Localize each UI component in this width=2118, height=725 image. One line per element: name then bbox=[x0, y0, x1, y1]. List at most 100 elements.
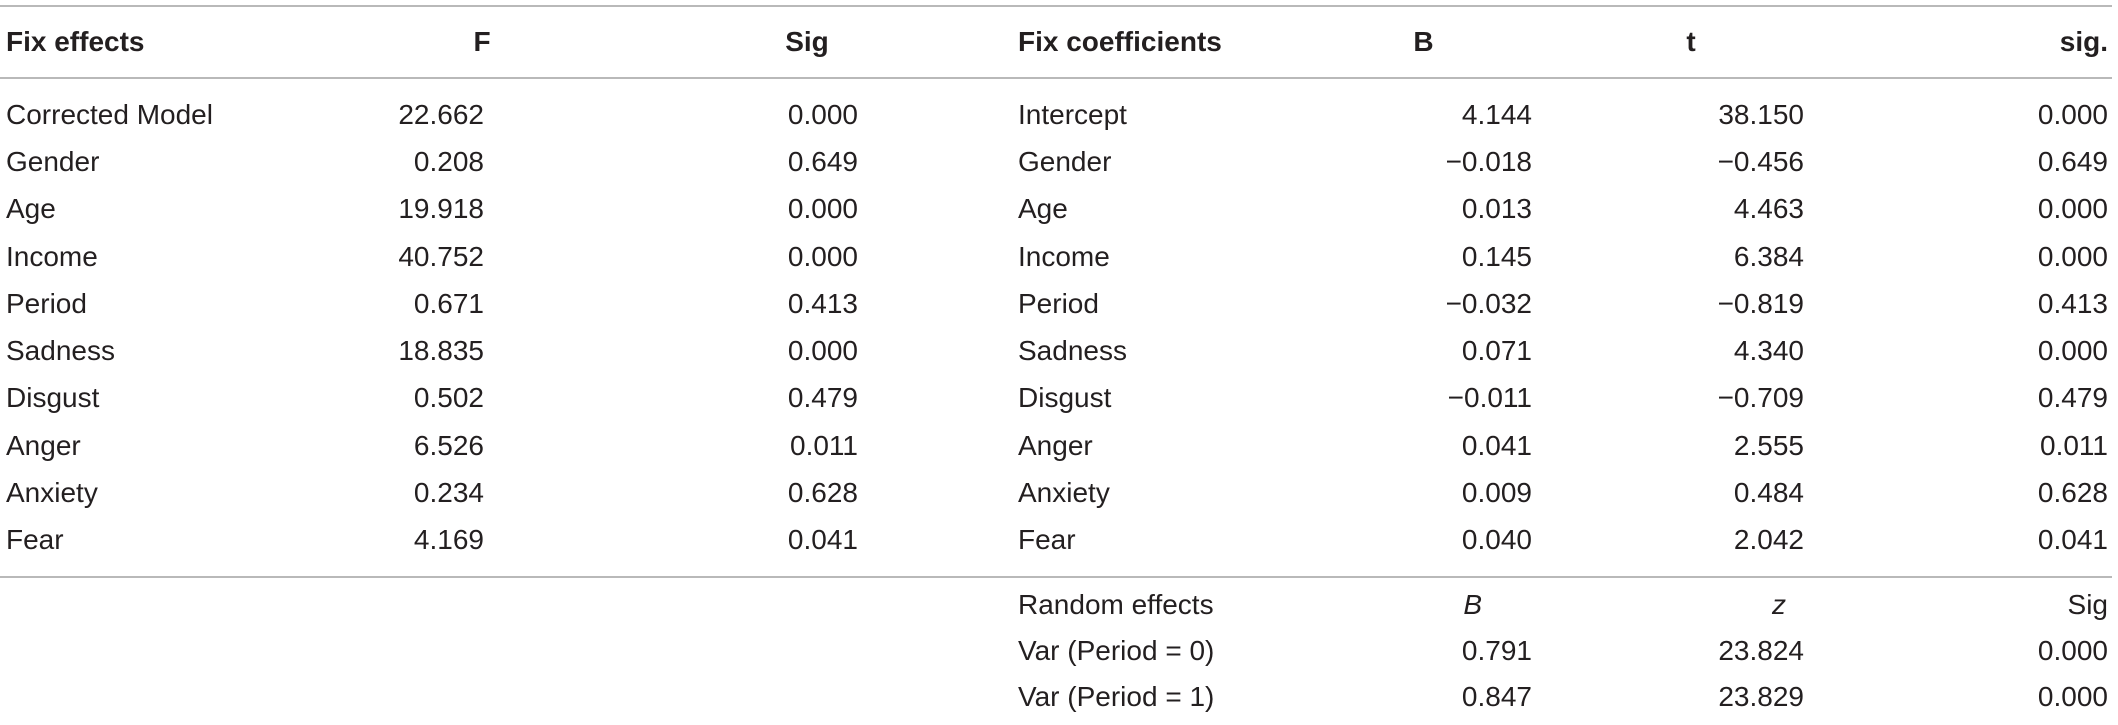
t-value: 2.042 bbox=[1733, 524, 1804, 556]
table-row: Age 19.918 0.000 Age 0.013 4.463 0.000 bbox=[0, 186, 2112, 233]
table-row: Sadness 18.835 0.000 Sadness 0.071 4.340 0.000 bbox=[0, 327, 2112, 374]
f-value: 22.662 bbox=[398, 98, 484, 130]
f-value: 18.835 bbox=[398, 335, 484, 367]
fix-effect-label: Anger bbox=[6, 429, 81, 461]
random-row-sig: 0.000 bbox=[2037, 634, 2108, 666]
random-row-z: 23.824 bbox=[1718, 634, 1804, 666]
b-value: 0.009 bbox=[1461, 477, 1532, 509]
coefficient-label: Income bbox=[1018, 240, 1110, 272]
coef-sig-value: 0.649 bbox=[2037, 145, 2108, 177]
b-value: 0.071 bbox=[1461, 335, 1532, 367]
coefficient-label: Period bbox=[1018, 287, 1099, 319]
header-fix-coefficients: Fix coefficients bbox=[1010, 5, 1305, 79]
table-row: Gender 0.208 0.649 Gender −0.018 −0.456 0.649 bbox=[0, 138, 2112, 185]
random-effects-label: Random effects bbox=[1010, 575, 1305, 628]
sig-value: 0.000 bbox=[787, 98, 858, 130]
sig-value: 0.649 bbox=[787, 145, 858, 177]
coef-sig-value: 0.413 bbox=[2037, 287, 2108, 319]
f-value: 40.752 bbox=[398, 240, 484, 272]
fix-effect-label: Period bbox=[6, 287, 87, 319]
random-row-b: 0.791 bbox=[1461, 634, 1532, 666]
coef-sig-value: 0.000 bbox=[2037, 335, 2108, 367]
random-header-b: B bbox=[1305, 575, 1532, 628]
random-row-sig: 0.000 bbox=[2037, 680, 2108, 712]
f-value: 4.169 bbox=[413, 524, 484, 556]
f-value: 6.526 bbox=[413, 429, 484, 461]
t-value: 6.384 bbox=[1733, 240, 1804, 272]
header-f: F bbox=[360, 5, 604, 79]
coefficient-label: Gender bbox=[1018, 145, 1112, 177]
coefficient-label: Sadness bbox=[1018, 335, 1127, 367]
coef-sig-value: 0.000 bbox=[2037, 193, 2108, 225]
empty-cell bbox=[604, 674, 1010, 720]
t-value: 4.463 bbox=[1733, 193, 1804, 225]
fix-effect-label: Corrected Model bbox=[6, 98, 213, 130]
f-value: 0.502 bbox=[413, 382, 484, 414]
coefficient-label: Fear bbox=[1018, 524, 1076, 556]
random-header-sig: Sig bbox=[1832, 575, 2112, 628]
coefficient-label: Anxiety bbox=[1018, 477, 1110, 509]
t-value: 4.340 bbox=[1733, 335, 1804, 367]
header-b: B bbox=[1305, 5, 1532, 79]
coef-sig-value: 0.479 bbox=[2037, 382, 2108, 414]
results-table: Fix effects F Sig Fix coefficients B t s… bbox=[0, 5, 2112, 720]
b-value: 4.144 bbox=[1461, 98, 1532, 130]
sig-value: 0.000 bbox=[787, 193, 858, 225]
fix-effect-label: Age bbox=[6, 193, 56, 225]
sig-value: 0.479 bbox=[787, 382, 858, 414]
empty-cell bbox=[0, 628, 360, 674]
b-value: −0.011 bbox=[1447, 382, 1532, 414]
fix-effect-label: Anxiety bbox=[6, 477, 98, 509]
table-row: Anxiety 0.234 0.628 Anxiety 0.009 0.484 0.628 bbox=[0, 469, 2112, 516]
random-effects-header-row: Random effects B z Sig bbox=[0, 575, 2112, 628]
random-row: Var (Period = 0) 0.791 23.824 0.000 bbox=[0, 628, 2112, 674]
f-value: 0.671 bbox=[413, 287, 484, 319]
b-value: −0.032 bbox=[1445, 287, 1532, 319]
coef-sig-value: 0.041 bbox=[2037, 524, 2108, 556]
f-value: 0.208 bbox=[413, 145, 484, 177]
t-value: −0.456 bbox=[1717, 145, 1804, 177]
coef-sig-value: 0.000 bbox=[2037, 240, 2108, 272]
random-row-b: 0.847 bbox=[1461, 680, 1532, 712]
coefficient-label: Age bbox=[1018, 193, 1068, 225]
b-value: −0.018 bbox=[1445, 145, 1532, 177]
t-value: 38.150 bbox=[1718, 98, 1804, 130]
random-row-z: 23.829 bbox=[1718, 680, 1804, 712]
header-row: Fix effects F Sig Fix coefficients B t s… bbox=[0, 5, 2112, 79]
table-row: Disgust 0.502 0.479 Disgust −0.011 −0.709 0.47… bbox=[0, 375, 2112, 422]
t-value: −0.709 bbox=[1717, 382, 1804, 414]
t-value: 2.555 bbox=[1733, 429, 1804, 461]
header-sig: Sig bbox=[604, 5, 1010, 79]
coefficient-label: Anger bbox=[1018, 429, 1093, 461]
table-row: Fear 4.169 0.041 Fear 0.040 2.042 0.041 bbox=[0, 517, 2112, 577]
b-value: 0.041 bbox=[1461, 429, 1532, 461]
b-value: 0.145 bbox=[1461, 240, 1532, 272]
table-row: Income 40.752 0.000 Income 0.145 6.384 0.000 bbox=[0, 233, 2112, 280]
fix-effect-label: Gender bbox=[6, 145, 100, 177]
random-effects-body: Random effects B z Sig Var (Period = 0) … bbox=[0, 575, 2112, 720]
table-header: Fix effects F Sig Fix coefficients B t s… bbox=[0, 5, 2112, 79]
b-value: 0.013 bbox=[1461, 193, 1532, 225]
fix-effect-label: Fear bbox=[6, 524, 64, 556]
fix-effect-label: Income bbox=[6, 240, 98, 272]
random-row: Var (Period = 1) 0.847 23.829 0.000 bbox=[0, 674, 2112, 720]
fix-effect-label: Disgust bbox=[6, 382, 100, 414]
random-row-label: Var (Period = 1) bbox=[1018, 680, 1215, 712]
t-value: −0.819 bbox=[1717, 287, 1804, 319]
random-header-z: z bbox=[1532, 575, 1832, 628]
sig-value: 0.413 bbox=[787, 287, 858, 319]
header-sig-coef: sig. bbox=[1832, 5, 2112, 79]
coef-sig-value: 0.000 bbox=[2037, 98, 2108, 130]
empty-cell bbox=[604, 628, 1010, 674]
fixed-effects-body: Corrected Model 22.662 0.000 Intercept 4.144… bbox=[0, 78, 2112, 577]
sig-value: 0.000 bbox=[787, 240, 858, 272]
t-value: 0.484 bbox=[1733, 477, 1804, 509]
sig-value: 0.000 bbox=[787, 335, 858, 367]
fix-effect-label: Sadness bbox=[6, 335, 115, 367]
table-row: Anger 6.526 0.011 Anger 0.041 2.555 0.011 bbox=[0, 422, 2112, 469]
empty-cell bbox=[360, 575, 604, 628]
empty-cell bbox=[0, 674, 360, 720]
sig-value: 0.041 bbox=[787, 524, 858, 556]
table-row: Corrected Model 22.662 0.000 Intercept 4.144… bbox=[0, 78, 2112, 138]
